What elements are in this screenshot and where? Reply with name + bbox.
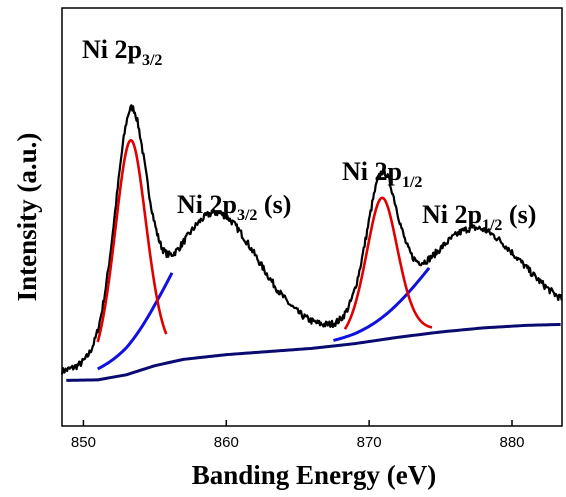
- satellite-fit-1: [97, 272, 174, 371]
- peak-fit-1: [96, 139, 168, 343]
- x-axis-title: Banding Energy (eV): [192, 460, 437, 490]
- background-line: [66, 322, 561, 382]
- peak-label-2: Ni 2p3/2 (s): [177, 190, 291, 224]
- peak-label-3: Ni 2p1/2: [342, 157, 422, 191]
- measured-spectrum: [60, 104, 563, 375]
- x-tick-label-880: 880: [499, 434, 524, 451]
- x-ticks: 850 860 870 880: [71, 420, 525, 451]
- peak-fit-2: [343, 196, 433, 330]
- x-tick-label-850: 850: [71, 434, 96, 451]
- satellite-fit-2: [333, 266, 431, 342]
- peak-label-1: Ni 2p3/2: [82, 35, 162, 69]
- plot-frame: [61, 7, 563, 427]
- series-layer: [60, 104, 563, 382]
- x-tick-label-860: 860: [214, 434, 239, 451]
- peak-annotations: Ni 2p3/2 Ni 2p3/2 (s) Ni 2p1/2Ni 2p1/2 (s): [82, 35, 536, 234]
- x-tick-label-870: 870: [357, 434, 382, 451]
- peak-label-4: Ni 2p1/2 (s): [422, 200, 536, 234]
- y-axis-title: Intensity (a.u.): [12, 133, 42, 302]
